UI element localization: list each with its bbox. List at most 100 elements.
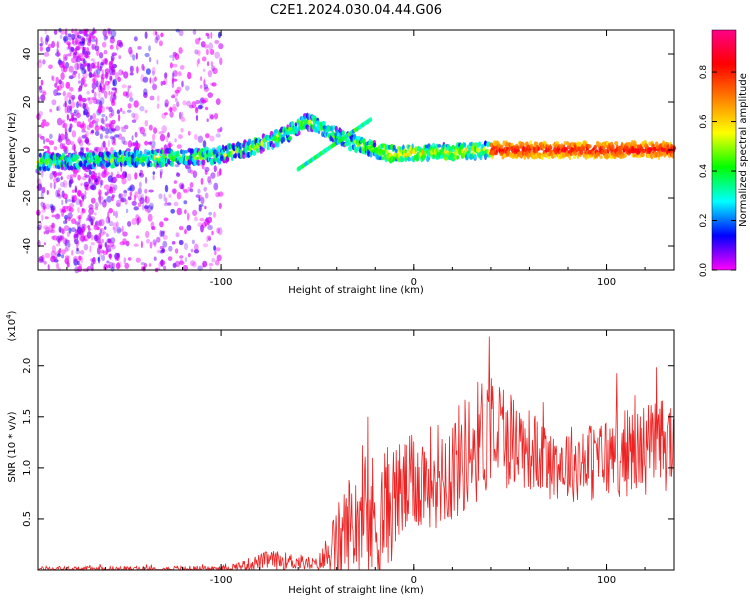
noise-blob bbox=[201, 56, 207, 62]
noise-blob bbox=[83, 243, 89, 251]
noise-blob bbox=[79, 66, 84, 71]
ridge-cell bbox=[584, 153, 588, 160]
noise-blob bbox=[116, 253, 120, 261]
ridge-cell bbox=[392, 144, 396, 151]
noise-blob bbox=[76, 101, 79, 109]
noise-blob bbox=[142, 76, 149, 83]
noise-blob bbox=[202, 140, 207, 148]
noise-blob bbox=[75, 198, 81, 206]
noise-blob bbox=[53, 177, 59, 184]
ridge-cell bbox=[272, 143, 276, 148]
noise-blob bbox=[137, 46, 142, 50]
noise-blob bbox=[187, 71, 192, 80]
noise-blob bbox=[42, 119, 47, 123]
noise-blob bbox=[174, 248, 179, 254]
noise-blob bbox=[101, 142, 106, 150]
noise-blob bbox=[39, 59, 42, 63]
noise-blob bbox=[58, 226, 62, 233]
noise-blob bbox=[137, 195, 143, 202]
noise-blob bbox=[133, 36, 138, 42]
noise-blob bbox=[193, 249, 200, 254]
ridge-cell bbox=[415, 155, 420, 162]
noise-blob bbox=[105, 115, 108, 122]
ridge-cell bbox=[234, 152, 238, 159]
noise-blob bbox=[76, 260, 80, 266]
noise-blob bbox=[213, 211, 216, 218]
noise-blob bbox=[217, 191, 224, 197]
noise-blob bbox=[112, 92, 117, 101]
noise-blob bbox=[171, 81, 175, 89]
noise-blob bbox=[203, 79, 206, 86]
noise-blob bbox=[73, 194, 77, 202]
noise-blob bbox=[59, 34, 63, 39]
noise-blob bbox=[80, 44, 85, 49]
noise-blob bbox=[131, 119, 137, 123]
noise-blob bbox=[95, 37, 98, 46]
noise-blob bbox=[109, 135, 115, 140]
ridge-cell bbox=[146, 151, 150, 156]
noise-blob bbox=[84, 62, 87, 67]
noise-blob bbox=[188, 130, 191, 136]
ridge-cell bbox=[473, 153, 477, 160]
noise-blob bbox=[76, 100, 81, 106]
noise-blob bbox=[213, 245, 217, 251]
noise-blob bbox=[118, 41, 124, 48]
noise-blob bbox=[131, 135, 134, 141]
noise-blob bbox=[125, 208, 129, 214]
noise-blob bbox=[133, 243, 139, 247]
noise-blob bbox=[111, 98, 115, 104]
noise-blob bbox=[90, 58, 95, 62]
noise-blob bbox=[152, 83, 157, 91]
noise-blob bbox=[209, 135, 215, 142]
colorbar-gradient bbox=[711, 29, 737, 271]
branch-cell bbox=[369, 117, 373, 122]
noise-blob bbox=[127, 109, 132, 113]
noise-blob bbox=[48, 140, 55, 146]
noise-blob bbox=[105, 106, 110, 110]
noise-blob bbox=[129, 72, 134, 76]
noise-blob bbox=[77, 174, 81, 181]
noise-blob bbox=[148, 57, 152, 63]
noise-blob bbox=[174, 138, 177, 143]
noise-blob bbox=[98, 52, 104, 59]
noise-blob bbox=[55, 177, 61, 183]
noise-blob bbox=[98, 245, 103, 250]
noise-blob bbox=[109, 95, 113, 102]
noise-blob bbox=[98, 195, 102, 203]
noise-blob bbox=[112, 79, 115, 87]
noise-blob bbox=[83, 173, 87, 178]
noise-blob bbox=[101, 117, 105, 125]
ridge-cell bbox=[256, 147, 260, 153]
noise-blob bbox=[90, 219, 94, 226]
noise-blob bbox=[111, 262, 116, 269]
ridge-cell bbox=[274, 129, 279, 134]
noise-blob bbox=[188, 253, 191, 258]
noise-blob bbox=[81, 208, 86, 214]
noise-blob bbox=[152, 171, 155, 175]
noise-blob bbox=[69, 203, 75, 208]
noise-blob bbox=[104, 242, 107, 248]
noise-blob bbox=[128, 85, 132, 89]
noise-blob bbox=[59, 63, 64, 68]
noise-blob bbox=[152, 30, 158, 36]
noise-blob bbox=[72, 111, 77, 117]
noise-blob bbox=[171, 188, 177, 194]
ridge-cell bbox=[298, 130, 301, 136]
noise-blob bbox=[118, 55, 122, 60]
noise-blob bbox=[94, 202, 99, 208]
noise-blob bbox=[112, 227, 116, 231]
noise-blob bbox=[109, 241, 115, 248]
noise-blob bbox=[90, 267, 94, 272]
noise-blob bbox=[101, 113, 106, 118]
noise-blob bbox=[159, 250, 164, 254]
noise-blob bbox=[174, 89, 180, 94]
ridge-cell bbox=[118, 149, 122, 156]
noise-blob bbox=[114, 72, 120, 80]
noise-blob bbox=[105, 127, 110, 135]
noise-blob bbox=[41, 186, 46, 194]
noise-blob bbox=[95, 80, 99, 88]
noise-blob bbox=[144, 176, 148, 184]
noise-blob bbox=[78, 103, 82, 107]
noise-blob bbox=[81, 134, 86, 139]
